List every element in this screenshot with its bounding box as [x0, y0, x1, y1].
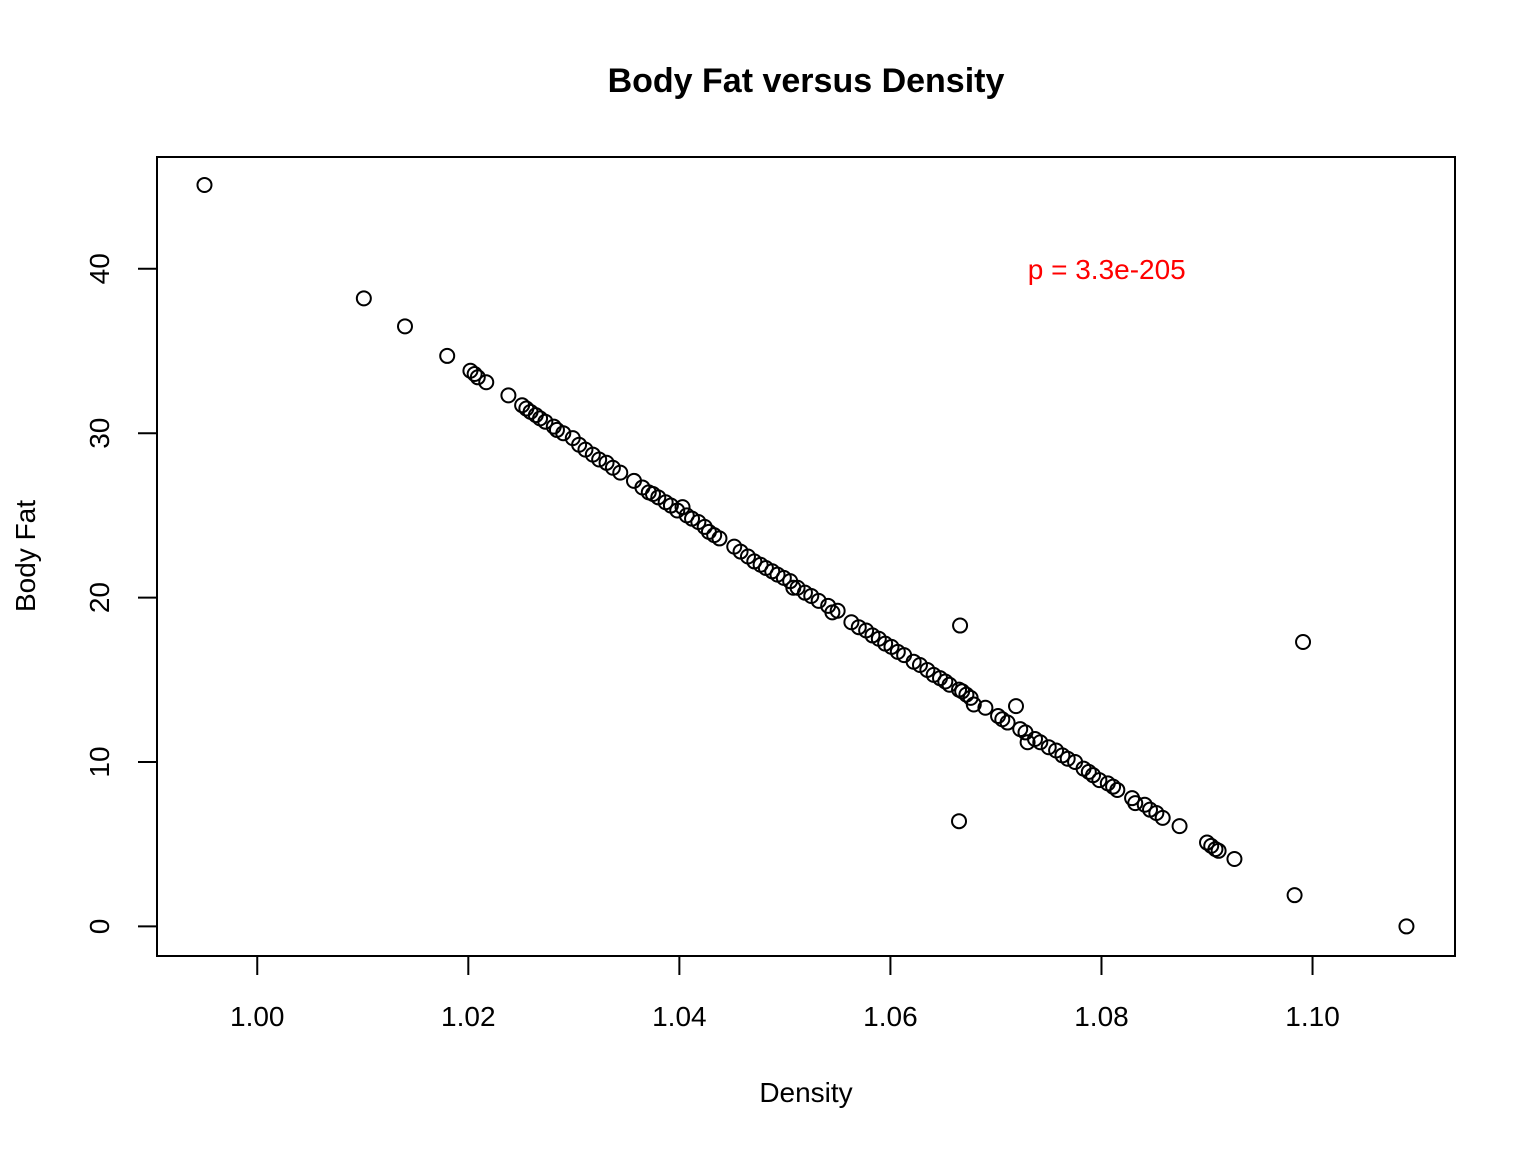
data-point: [478, 374, 495, 391]
x-tick-label: 1.06: [863, 1001, 918, 1032]
data-point: [1154, 809, 1171, 826]
data-point: [466, 366, 483, 383]
x-tick-label: 1.04: [652, 1001, 707, 1032]
y-axis-label: Body Fat: [10, 500, 41, 612]
data-point: [355, 290, 372, 307]
data-points: [196, 176, 1415, 935]
data-point: [1210, 842, 1227, 859]
data-point: [952, 617, 969, 634]
data-point: [469, 369, 486, 386]
data-point: [555, 425, 572, 442]
x-tick-label: 1.00: [230, 1001, 285, 1032]
data-point: [1295, 633, 1312, 650]
data-point: [1080, 763, 1097, 780]
data-point: [1059, 750, 1076, 767]
y-axis: 0 10 20 30 40: [84, 253, 158, 935]
data-point: [850, 619, 867, 636]
data-point: [999, 714, 1016, 731]
data-point: [1136, 796, 1153, 813]
data-point: [1105, 778, 1122, 795]
y-tick-label: 20: [84, 582, 115, 613]
p-value-annotation: p = 3.3e-205: [1028, 254, 1186, 285]
data-point: [1008, 698, 1025, 715]
data-point: [612, 464, 629, 481]
data-point: [396, 318, 413, 335]
x-tick-label: 1.02: [441, 1001, 496, 1032]
data-point: [1398, 918, 1415, 935]
x-axis: 1.00 1.02 1.04 1.06 1.08 1.10: [230, 955, 1340, 1032]
data-point: [196, 176, 213, 193]
data-point: [711, 530, 728, 547]
data-point: [500, 387, 517, 404]
data-point: [1286, 887, 1303, 904]
data-point: [696, 518, 713, 535]
data-point: [941, 676, 958, 693]
plot-frame: [156, 156, 1456, 957]
x-tick-label: 1.08: [1074, 1001, 1129, 1032]
data-point: [518, 400, 535, 417]
data-point: [1019, 734, 1036, 751]
data-point: [965, 696, 982, 713]
y-tick-label: 10: [84, 746, 115, 777]
data-point: [990, 707, 1007, 724]
y-tick-label: 30: [84, 418, 115, 449]
data-point: [1091, 772, 1108, 789]
data-point: [951, 813, 968, 830]
data-point: [591, 451, 608, 468]
x-axis-label: Density: [759, 1077, 852, 1108]
data-point: [1171, 818, 1188, 835]
data-point: [537, 413, 554, 430]
data-point: [977, 699, 994, 716]
data-point: [439, 347, 456, 364]
data-point: [1127, 795, 1144, 812]
y-tick-label: 40: [84, 253, 115, 284]
data-point: [1032, 734, 1049, 751]
data-point: [1040, 739, 1057, 756]
data-point: [1109, 781, 1126, 798]
y-tick-label: 0: [84, 919, 115, 935]
data-point: [1226, 851, 1243, 868]
data-point: [829, 602, 846, 619]
data-point: [674, 499, 691, 516]
data-point: [810, 592, 827, 609]
chart-title: Body Fat versus Density: [608, 62, 1005, 100]
x-tick-label: 1.10: [1285, 1001, 1340, 1032]
data-point: [937, 673, 954, 690]
